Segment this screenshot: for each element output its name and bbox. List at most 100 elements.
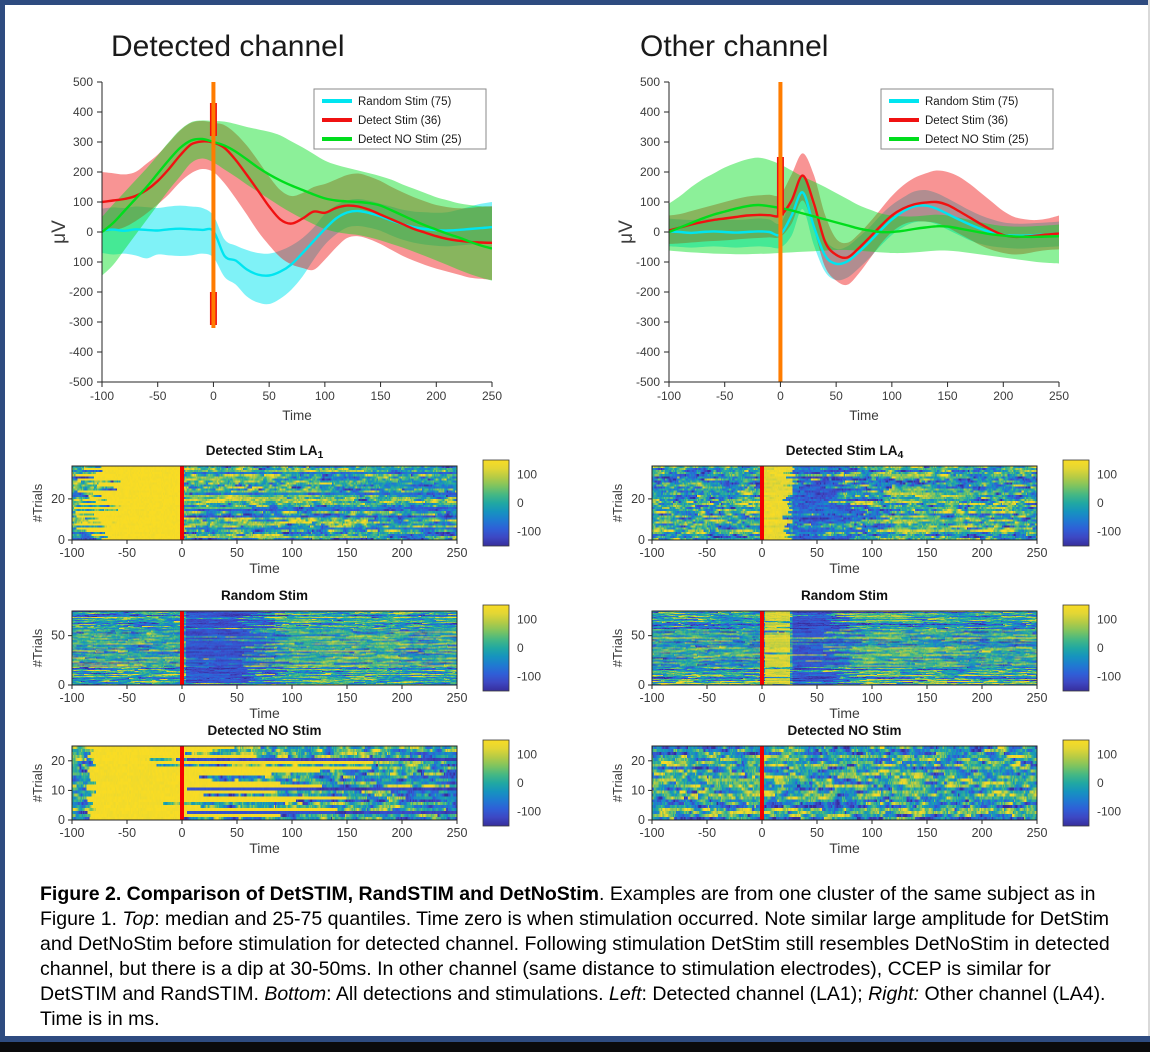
x-tick-label: -50 bbox=[698, 826, 716, 840]
y-tick-label: -500 bbox=[636, 375, 660, 389]
y-tick-label: -300 bbox=[636, 315, 660, 329]
x-axis-label: Time bbox=[249, 560, 280, 576]
colorbar-tick-label: 0 bbox=[517, 776, 524, 790]
x-tick-label: 100 bbox=[315, 389, 335, 403]
x-tick-label: -50 bbox=[118, 691, 136, 705]
x-tick-label: -100 bbox=[59, 826, 84, 840]
frame-top-border bbox=[0, 0, 1150, 5]
heatmap-border bbox=[71, 610, 458, 686]
x-tick-label: 0 bbox=[210, 389, 217, 403]
heatmap-title: Detected Stim LA1 bbox=[206, 443, 324, 461]
x-tick-label: 200 bbox=[426, 389, 446, 403]
y-tick-label: -500 bbox=[69, 375, 93, 389]
y-tick-label: 0 bbox=[638, 813, 645, 827]
colorbar bbox=[482, 739, 510, 827]
x-tick-label: -50 bbox=[149, 389, 167, 403]
heatmap-image bbox=[72, 466, 457, 540]
x-axis-label: Time bbox=[849, 408, 879, 423]
y-axis-label: #Trials bbox=[30, 763, 45, 802]
x-tick-label: 250 bbox=[447, 691, 468, 705]
x-tick-label: 50 bbox=[829, 389, 843, 403]
x-tick-label: 50 bbox=[810, 546, 824, 560]
y-tick-label: 500 bbox=[640, 75, 660, 89]
caption-segment: : median and 25-75 quantiles. Time zero … bbox=[40, 908, 1110, 1005]
x-axis-label: Time bbox=[829, 705, 860, 721]
frame-bottom-border bbox=[0, 1036, 1150, 1042]
y-tick-label: 20 bbox=[631, 754, 645, 768]
x-tick-label: 250 bbox=[1027, 546, 1048, 560]
y-tick-label: -300 bbox=[69, 315, 93, 329]
x-tick-label: 100 bbox=[282, 826, 303, 840]
y-tick-label: 0 bbox=[58, 813, 65, 827]
heatmap-title: Detected Stim LA4 bbox=[786, 443, 904, 461]
x-tick-label: 0 bbox=[179, 826, 186, 840]
caption-segment: Right: bbox=[868, 983, 920, 1005]
legend-label: Random Stim (75) bbox=[925, 96, 1018, 108]
y-axis-label: #Trials bbox=[610, 628, 625, 667]
x-tick-label: -100 bbox=[657, 389, 681, 403]
y-tick-label: 100 bbox=[73, 195, 93, 209]
x-tick-label: 250 bbox=[1027, 691, 1048, 705]
x-tick-label: 250 bbox=[447, 826, 468, 840]
x-tick-label: 100 bbox=[282, 691, 303, 705]
caption-segment: : Detected channel (LA1); bbox=[641, 983, 869, 1005]
y-axis-label: μV bbox=[616, 220, 637, 244]
frame-left-border bbox=[0, 0, 5, 1042]
figure-caption: Figure 2. Comparison of DetSTIM, RandSTI… bbox=[40, 882, 1118, 1032]
colorbar-tick-label: 100 bbox=[517, 747, 537, 761]
y-axis-label: #Trials bbox=[30, 483, 45, 522]
x-tick-label: 100 bbox=[862, 691, 883, 705]
caption-segment: Figure 2. Comparison of DetSTIM, RandSTI… bbox=[40, 883, 600, 905]
x-tick-label: 100 bbox=[282, 546, 303, 560]
line-chart-svg: 5004003002001000-100-200-300-400-500-100… bbox=[616, 30, 1069, 423]
heatmap-svg: Detected NO Stim-100 -50 0 50 100 150 200 250Ti… bbox=[610, 723, 1121, 856]
x-tick-label: 150 bbox=[337, 546, 358, 560]
caption-segment: Left bbox=[609, 983, 642, 1005]
x-tick-label: -100 bbox=[90, 389, 114, 403]
detected-channel-quantile-chart: 500 400 300 200 100 0 100 -200 -300 -400 -500 -100-… bbox=[45, 12, 545, 437]
y-tick-label: 100 bbox=[73, 255, 93, 269]
caption-segment: . Examples are from one cluster of the s… bbox=[40, 883, 1096, 930]
legend-label: Detect NO Stim (25) bbox=[358, 134, 462, 146]
y-tick-label: 20 bbox=[51, 492, 65, 506]
x-tick-label: 200 bbox=[972, 826, 993, 840]
colorbar bbox=[1062, 604, 1090, 692]
heatmap-image bbox=[652, 466, 1037, 540]
x-tick-label: 0 bbox=[759, 691, 766, 705]
x-tick-label: 50 bbox=[230, 691, 244, 705]
x-tick-label: 250 bbox=[482, 389, 502, 403]
x-tick-label: 50 bbox=[230, 826, 244, 840]
legend-label: Detect NO Stim (25) bbox=[925, 134, 1029, 146]
quantile-band-0 bbox=[102, 198, 492, 305]
heatmap-detected-no-stim-left: Detected NO Stim -100 -50 0 50 100 150 200 250 Ti… bbox=[28, 720, 568, 861]
colorbar-tick-label: 0 bbox=[517, 641, 524, 655]
y-tick-label: 10 bbox=[631, 783, 645, 797]
colorbar-tick-label: -100 bbox=[1097, 670, 1121, 684]
x-tick-label: -100 bbox=[639, 826, 664, 840]
x-tick-label: 0 bbox=[179, 546, 186, 560]
other-channel-quantile-chart: 500 400 300 200 100 0 -100 -200 -300 -400 -500 -100… bbox=[612, 12, 1112, 437]
heatmap-detected-no-stim-right: Detected NO Stim -100 -50 0 50 100 150 200 250 Ti… bbox=[608, 720, 1148, 861]
colorbar-tick-label: 0 bbox=[1097, 496, 1104, 510]
colorbar-tick-label: -100 bbox=[517, 805, 541, 819]
y-axis-label: μV bbox=[49, 220, 70, 244]
x-tick-label: 150 bbox=[917, 691, 938, 705]
x-tick-label: 0 bbox=[759, 546, 766, 560]
x-tick-label: 50 bbox=[230, 546, 244, 560]
x-tick-label: 0 bbox=[179, 691, 186, 705]
x-tick-label: -50 bbox=[698, 691, 716, 705]
frame-bottom-bar bbox=[0, 1042, 1150, 1052]
x-axis-label: Time bbox=[829, 840, 860, 856]
x-tick-label: 0 bbox=[759, 826, 766, 840]
colorbar-tick-label: -100 bbox=[1097, 525, 1121, 539]
legend-label: Detect Stim (36) bbox=[358, 115, 441, 127]
x-axis-label: Time bbox=[282, 408, 312, 423]
colorbar-tick-label: 100 bbox=[1097, 747, 1117, 761]
colorbar-tick-label: 0 bbox=[517, 496, 524, 510]
y-tick-label: 300 bbox=[73, 135, 93, 149]
quantile-band-2 bbox=[102, 120, 492, 281]
y-tick-label: 50 bbox=[51, 629, 65, 643]
y-tick-label: 100 bbox=[640, 195, 660, 209]
x-tick-label: 250 bbox=[1027, 826, 1048, 840]
heatmap-border bbox=[71, 745, 458, 821]
